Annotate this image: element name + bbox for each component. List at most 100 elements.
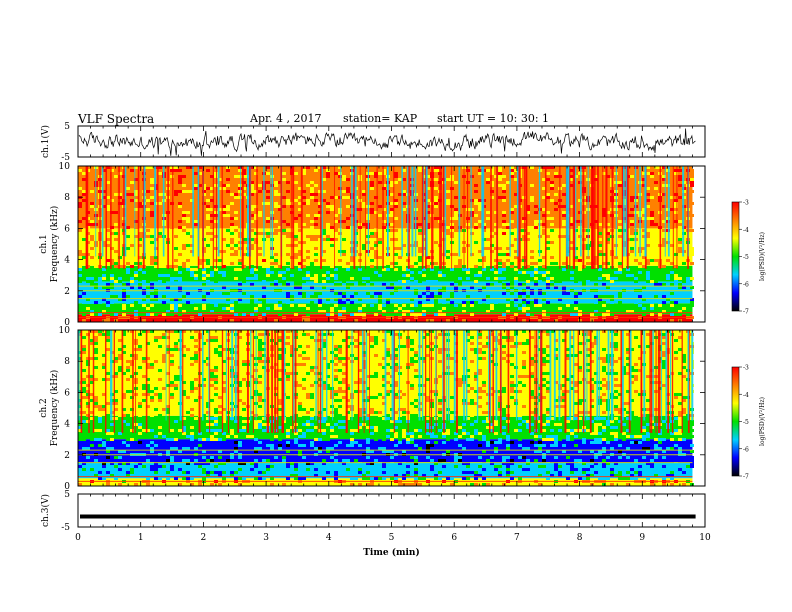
spectrogram-cell [650, 190, 654, 193]
spectrogram-cell [294, 187, 298, 190]
spectrogram-cell [346, 208, 350, 211]
spectrogram-cell [250, 205, 254, 208]
spectrogram-cell [90, 247, 94, 250]
spectrogram-cell [282, 220, 286, 223]
spectrogram-cell [542, 363, 546, 366]
spectrogram-cell [662, 187, 666, 190]
spectrogram-cell [598, 244, 602, 247]
spectrogram-cell [650, 304, 654, 307]
spectrogram-cell [446, 313, 450, 316]
spectrogram-cell [302, 292, 306, 295]
spectrogram-cell [250, 220, 254, 223]
spectrogram-cell [158, 298, 162, 301]
spectrogram-cell [114, 286, 118, 289]
spectrogram-cell [202, 211, 206, 214]
spectrogram-cell [570, 301, 574, 304]
spectrogram-cell [662, 336, 666, 339]
spectrogram-cell [542, 357, 546, 360]
spectrogram-cell [302, 265, 306, 268]
spectrogram-cell [178, 187, 182, 190]
spectrogram-cell [226, 205, 230, 208]
spectrogram-cell [106, 336, 110, 339]
spectrogram-cell [426, 187, 430, 190]
spectrogram-cell [554, 360, 558, 363]
spectrogram-cell [366, 333, 370, 336]
spectrogram-cell [446, 169, 450, 172]
spectrogram-cell [446, 274, 450, 277]
spectrogram-cell [118, 256, 122, 259]
spectrogram-cell [78, 271, 82, 274]
spectrogram-cell [570, 333, 574, 336]
spectrogram-stripe [611, 166, 614, 269]
spectrogram-cell [526, 232, 530, 235]
spectrogram-cell [306, 244, 310, 247]
spectrogram-stripe [451, 166, 453, 269]
spectrogram-cell [534, 277, 538, 280]
spectrogram-cell [130, 277, 134, 280]
spectrogram-cell [138, 232, 142, 235]
spectrogram-cell [454, 220, 458, 223]
spectrogram-cell [90, 342, 94, 345]
spectrogram-cell [330, 295, 334, 298]
spectrogram-cell [314, 175, 318, 178]
spectrogram-cell [370, 345, 374, 348]
spectrogram-cell [258, 348, 262, 351]
spectrogram-cell [642, 199, 646, 202]
spectrogram-cell [438, 295, 442, 298]
spectrogram-cell [98, 271, 102, 274]
spectrogram-cell [182, 351, 186, 354]
spectrogram-cell [102, 283, 106, 286]
spectrogram-cell [294, 223, 298, 226]
spectrogram-cell [302, 241, 306, 244]
spectrogram-cell [602, 172, 606, 175]
spectrogram-cell [434, 166, 438, 169]
spectrogram-cell [406, 271, 410, 274]
spectrogram-cell [670, 295, 674, 298]
spectrogram-cell [326, 211, 330, 214]
spectrogram-cell [634, 330, 638, 333]
spectrogram-cell [274, 184, 278, 187]
spectrogram-cell [502, 232, 506, 235]
spectrogram-cell [306, 283, 310, 286]
spectrogram-cell [542, 253, 546, 256]
spectrogram-cell [610, 280, 614, 283]
spectrogram-cell [310, 241, 314, 244]
spectrogram-cell [518, 274, 522, 277]
spectrogram-cell [102, 244, 106, 247]
spectrogram-cell [302, 220, 306, 223]
spectrogram-cell [282, 256, 286, 259]
spectrogram-cell [90, 235, 94, 238]
spectrogram-cell [570, 274, 574, 277]
spectrogram-cell [90, 301, 94, 304]
spectrogram-cell [414, 351, 418, 354]
spectrogram-cell [418, 169, 422, 172]
spectrogram-cell [114, 262, 118, 265]
spectrogram-cell [382, 313, 386, 316]
spectrogram-cell [422, 336, 426, 339]
spectrogram-cell [190, 253, 194, 256]
spectrogram-cell [578, 217, 582, 220]
spectrogram-cell [650, 319, 654, 322]
spectrogram-stripe [621, 166, 624, 269]
spectrogram-cell [458, 283, 462, 286]
spectrogram-cell [526, 342, 530, 345]
spectrogram-cell [82, 196, 86, 199]
spectrogram-cell [602, 348, 606, 351]
spectrogram-cell [182, 295, 186, 298]
spectrogram-cell [650, 310, 654, 313]
spectrogram-cell [242, 247, 246, 250]
spectrogram-cell [506, 223, 510, 226]
spectrogram-cell [210, 238, 214, 241]
spectrogram-cell [322, 283, 326, 286]
spectrogram-cell [634, 262, 638, 265]
spectrogram-cell [402, 313, 406, 316]
spectrogram-cell [322, 351, 326, 354]
spectrogram-cell [606, 274, 610, 277]
spectrogram-cell [386, 330, 390, 333]
spectrogram-cell [338, 277, 342, 280]
spectrogram-cell [206, 244, 210, 247]
spectrogram-cell [578, 313, 582, 316]
spectrogram-cell [286, 223, 290, 226]
spectrogram-cell [238, 336, 242, 339]
spectrogram-cell [182, 348, 186, 351]
